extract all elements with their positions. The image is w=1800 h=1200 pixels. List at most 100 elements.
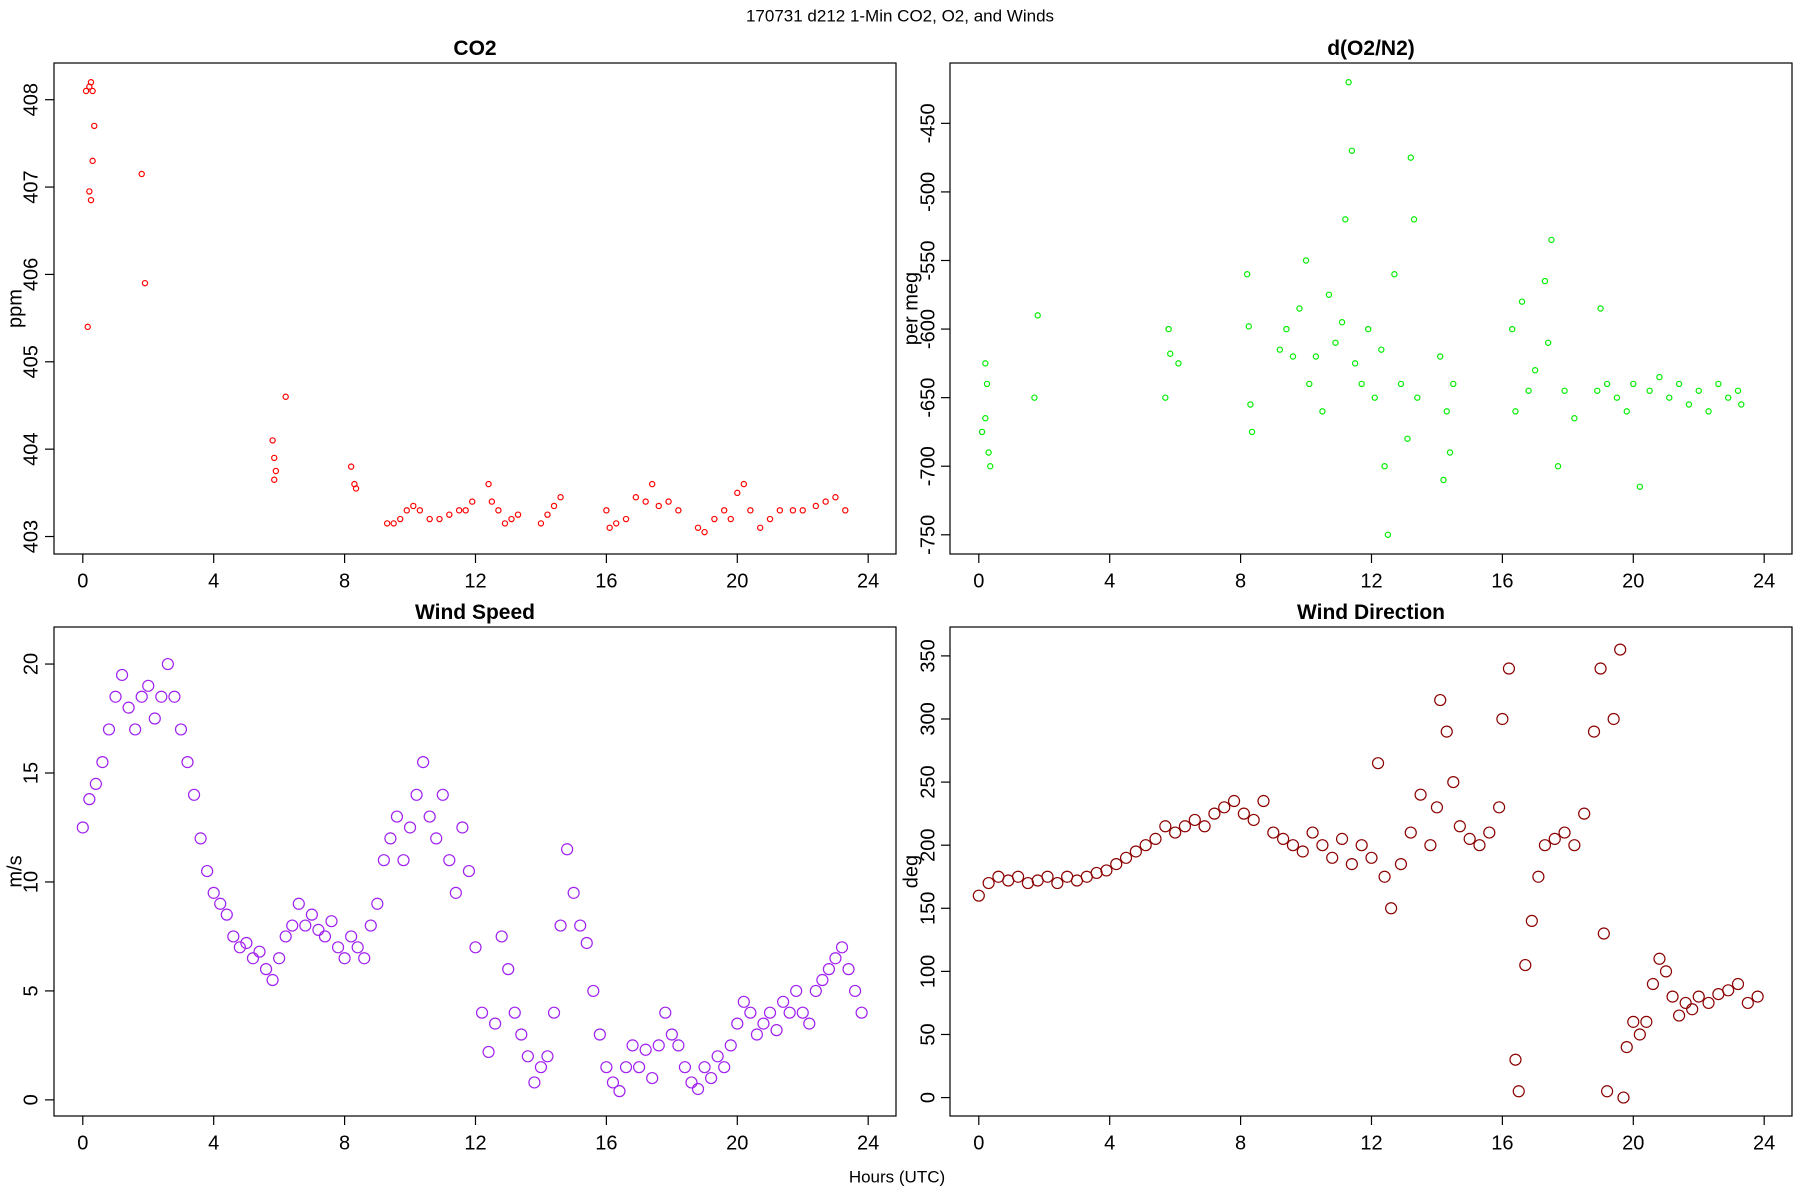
x-axis-label: Hours (UTC)	[849, 1167, 945, 1186]
point	[358, 952, 371, 965]
point	[282, 393, 289, 400]
y-tick-label: 15	[20, 762, 42, 784]
point	[1041, 870, 1054, 883]
point	[312, 923, 325, 937]
point	[271, 476, 278, 483]
y-tick-label: 406	[20, 258, 42, 291]
point	[436, 515, 443, 523]
points	[82, 79, 849, 536]
point	[233, 941, 246, 954]
point	[397, 515, 404, 523]
point	[1695, 387, 1702, 394]
y-tick-label: -450	[917, 103, 939, 143]
point	[534, 1061, 548, 1074]
point	[1548, 832, 1561, 845]
point	[1587, 725, 1601, 738]
point	[1198, 820, 1211, 833]
point	[1594, 662, 1607, 675]
point	[141, 279, 149, 287]
point	[600, 1061, 613, 1074]
point	[1365, 325, 1372, 333]
point	[272, 467, 280, 475]
point	[649, 480, 656, 488]
point	[1578, 807, 1591, 820]
x-tick-label: 24	[857, 570, 879, 592]
x-tick-label: 0	[973, 570, 984, 592]
point	[694, 524, 702, 531]
point	[1414, 394, 1421, 401]
point	[390, 810, 404, 823]
point	[1512, 1085, 1525, 1098]
point	[135, 690, 148, 703]
point	[82, 87, 90, 95]
point	[544, 511, 551, 518]
point	[469, 498, 476, 505]
point	[426, 515, 433, 523]
point	[423, 810, 436, 823]
point	[1532, 870, 1545, 883]
point	[305, 908, 318, 921]
point	[606, 524, 613, 531]
point	[659, 1006, 672, 1019]
point	[469, 941, 482, 954]
y-tick-label: 100	[917, 955, 939, 988]
point	[1659, 965, 1673, 978]
point	[1267, 826, 1280, 839]
point	[299, 919, 312, 932]
point	[91, 122, 98, 130]
point	[541, 1050, 554, 1063]
point	[1381, 463, 1388, 470]
x-tick-label: 16	[595, 1132, 617, 1154]
point	[87, 196, 95, 204]
y-tick-label: -650	[917, 378, 939, 418]
point	[705, 1071, 718, 1085]
point	[763, 1006, 777, 1019]
y-tick-label: -550	[917, 240, 939, 280]
point	[1119, 851, 1133, 864]
point	[502, 963, 515, 976]
point	[351, 941, 364, 954]
y-tick-label: 300	[917, 702, 939, 735]
point	[318, 930, 332, 943]
point	[1342, 216, 1349, 223]
point	[1365, 851, 1378, 864]
point	[240, 936, 253, 950]
point	[799, 507, 806, 514]
point	[430, 832, 443, 845]
point	[646, 1071, 659, 1085]
point	[1129, 845, 1142, 858]
point	[982, 876, 995, 890]
point	[972, 889, 985, 902]
point	[102, 723, 116, 736]
point	[161, 657, 174, 671]
point	[622, 515, 630, 523]
point	[371, 897, 384, 910]
point	[1276, 346, 1284, 353]
y-tick-label: -750	[917, 515, 939, 555]
point	[1597, 305, 1604, 312]
point	[475, 1006, 489, 1019]
point	[1702, 996, 1715, 1010]
point	[89, 777, 102, 790]
point	[495, 930, 508, 943]
point	[1345, 858, 1358, 871]
x-tick-label: 20	[1622, 1132, 1644, 1154]
point	[1558, 826, 1571, 839]
point	[1338, 319, 1346, 326]
point	[383, 520, 391, 527]
y-tick-label: 408	[20, 83, 42, 116]
point	[1218, 801, 1231, 814]
point	[220, 908, 233, 921]
point	[1724, 394, 1732, 401]
y-tick-label: 50	[917, 1023, 939, 1045]
x-tick-label: 24	[1753, 1132, 1775, 1154]
point	[325, 915, 338, 928]
point	[1636, 483, 1644, 490]
point	[1326, 851, 1339, 864]
point	[832, 494, 839, 501]
y-axis-label: deg	[900, 855, 922, 888]
y-axis-label: per meg	[900, 272, 922, 345]
point	[142, 679, 155, 692]
point	[1646, 977, 1660, 991]
point	[1692, 990, 1705, 1003]
